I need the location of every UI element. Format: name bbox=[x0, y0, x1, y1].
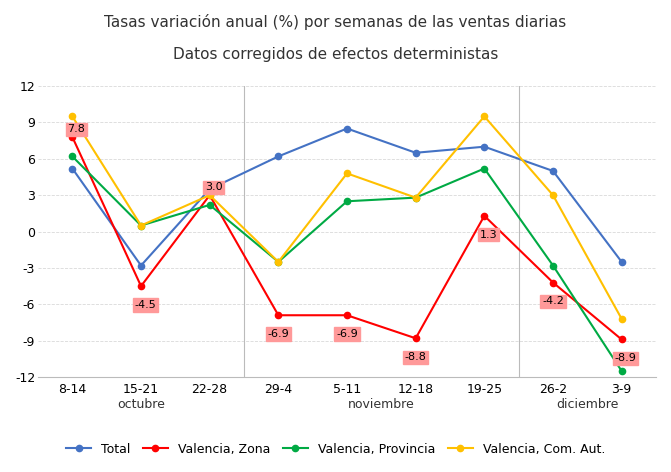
Valencia, Provincia bbox=[68, 153, 76, 159]
Valencia, Com. Aut. bbox=[274, 259, 282, 265]
Text: octubre: octubre bbox=[117, 398, 165, 411]
Valencia, Com. Aut. bbox=[411, 195, 419, 201]
Text: -8.9: -8.9 bbox=[615, 354, 637, 363]
Line: Valencia, Com. Aut.: Valencia, Com. Aut. bbox=[69, 113, 625, 322]
Valencia, Zona bbox=[480, 213, 488, 219]
Valencia, Provincia bbox=[617, 368, 625, 374]
Valencia, Com. Aut. bbox=[137, 223, 145, 228]
Text: 1.3: 1.3 bbox=[480, 230, 497, 240]
Text: -4.2: -4.2 bbox=[542, 296, 564, 306]
Valencia, Zona bbox=[137, 283, 145, 289]
Line: Valencia, Provincia: Valencia, Provincia bbox=[69, 153, 625, 374]
Valencia, Zona bbox=[617, 337, 625, 342]
Text: Datos corregidos de efectos deterministas: Datos corregidos de efectos determinista… bbox=[173, 47, 498, 62]
Valencia, Zona bbox=[205, 193, 213, 198]
Valencia, Provincia bbox=[549, 263, 557, 269]
Valencia, Provincia bbox=[137, 223, 145, 228]
Total bbox=[274, 153, 282, 159]
Text: -4.5: -4.5 bbox=[134, 300, 156, 310]
Valencia, Zona bbox=[68, 134, 76, 140]
Line: Valencia, Zona: Valencia, Zona bbox=[69, 134, 625, 343]
Legend: Total, Valencia, Zona, Valencia, Provincia, Valencia, Com. Aut.: Total, Valencia, Zona, Valencia, Provinc… bbox=[61, 438, 610, 461]
Valencia, Com. Aut. bbox=[68, 114, 76, 119]
Valencia, Provincia bbox=[205, 202, 213, 208]
Text: -6.9: -6.9 bbox=[268, 329, 289, 339]
Valencia, Com. Aut. bbox=[343, 170, 351, 176]
Total bbox=[549, 168, 557, 174]
Valencia, Provincia bbox=[343, 198, 351, 204]
Valencia, Com. Aut. bbox=[617, 316, 625, 322]
Text: noviembre: noviembre bbox=[348, 398, 415, 411]
Valencia, Zona bbox=[549, 280, 557, 286]
Valencia, Zona bbox=[411, 336, 419, 341]
Text: 3.0: 3.0 bbox=[205, 183, 223, 193]
Valencia, Provincia bbox=[274, 259, 282, 265]
Text: Tasas variación anual (%) por semanas de las ventas diarias: Tasas variación anual (%) por semanas de… bbox=[105, 14, 566, 30]
Valencia, Provincia bbox=[480, 166, 488, 171]
Valencia, Zona bbox=[343, 312, 351, 318]
Line: Total: Total bbox=[69, 126, 625, 269]
Total bbox=[480, 144, 488, 150]
Total bbox=[68, 166, 76, 171]
Valencia, Com. Aut. bbox=[549, 193, 557, 198]
Text: 7.8: 7.8 bbox=[68, 124, 85, 134]
Total bbox=[137, 263, 145, 269]
Text: -8.8: -8.8 bbox=[405, 352, 427, 362]
Total bbox=[343, 126, 351, 131]
Valencia, Provincia bbox=[411, 195, 419, 201]
Text: diciembre: diciembre bbox=[556, 398, 619, 411]
Valencia, Com. Aut. bbox=[205, 193, 213, 198]
Valencia, Com. Aut. bbox=[480, 114, 488, 119]
Total bbox=[205, 186, 213, 192]
Valencia, Zona bbox=[274, 312, 282, 318]
Total bbox=[617, 259, 625, 265]
Total bbox=[411, 150, 419, 156]
Text: -6.9: -6.9 bbox=[336, 329, 358, 339]
